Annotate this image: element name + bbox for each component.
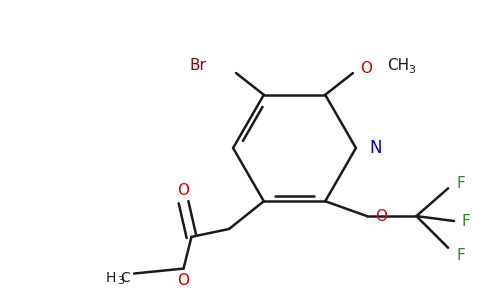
Text: O: O bbox=[375, 208, 387, 224]
Text: H: H bbox=[106, 271, 116, 284]
Text: CH: CH bbox=[387, 58, 409, 73]
Text: Br: Br bbox=[189, 58, 206, 73]
Text: F: F bbox=[456, 248, 465, 263]
Text: O: O bbox=[360, 61, 372, 76]
Text: F: F bbox=[462, 214, 471, 229]
Text: N: N bbox=[370, 139, 382, 157]
Text: C: C bbox=[121, 271, 130, 284]
Text: F: F bbox=[456, 176, 465, 191]
Text: O: O bbox=[178, 183, 190, 198]
Text: O: O bbox=[178, 273, 190, 288]
Text: 3: 3 bbox=[408, 65, 415, 75]
Text: 3: 3 bbox=[117, 277, 124, 286]
